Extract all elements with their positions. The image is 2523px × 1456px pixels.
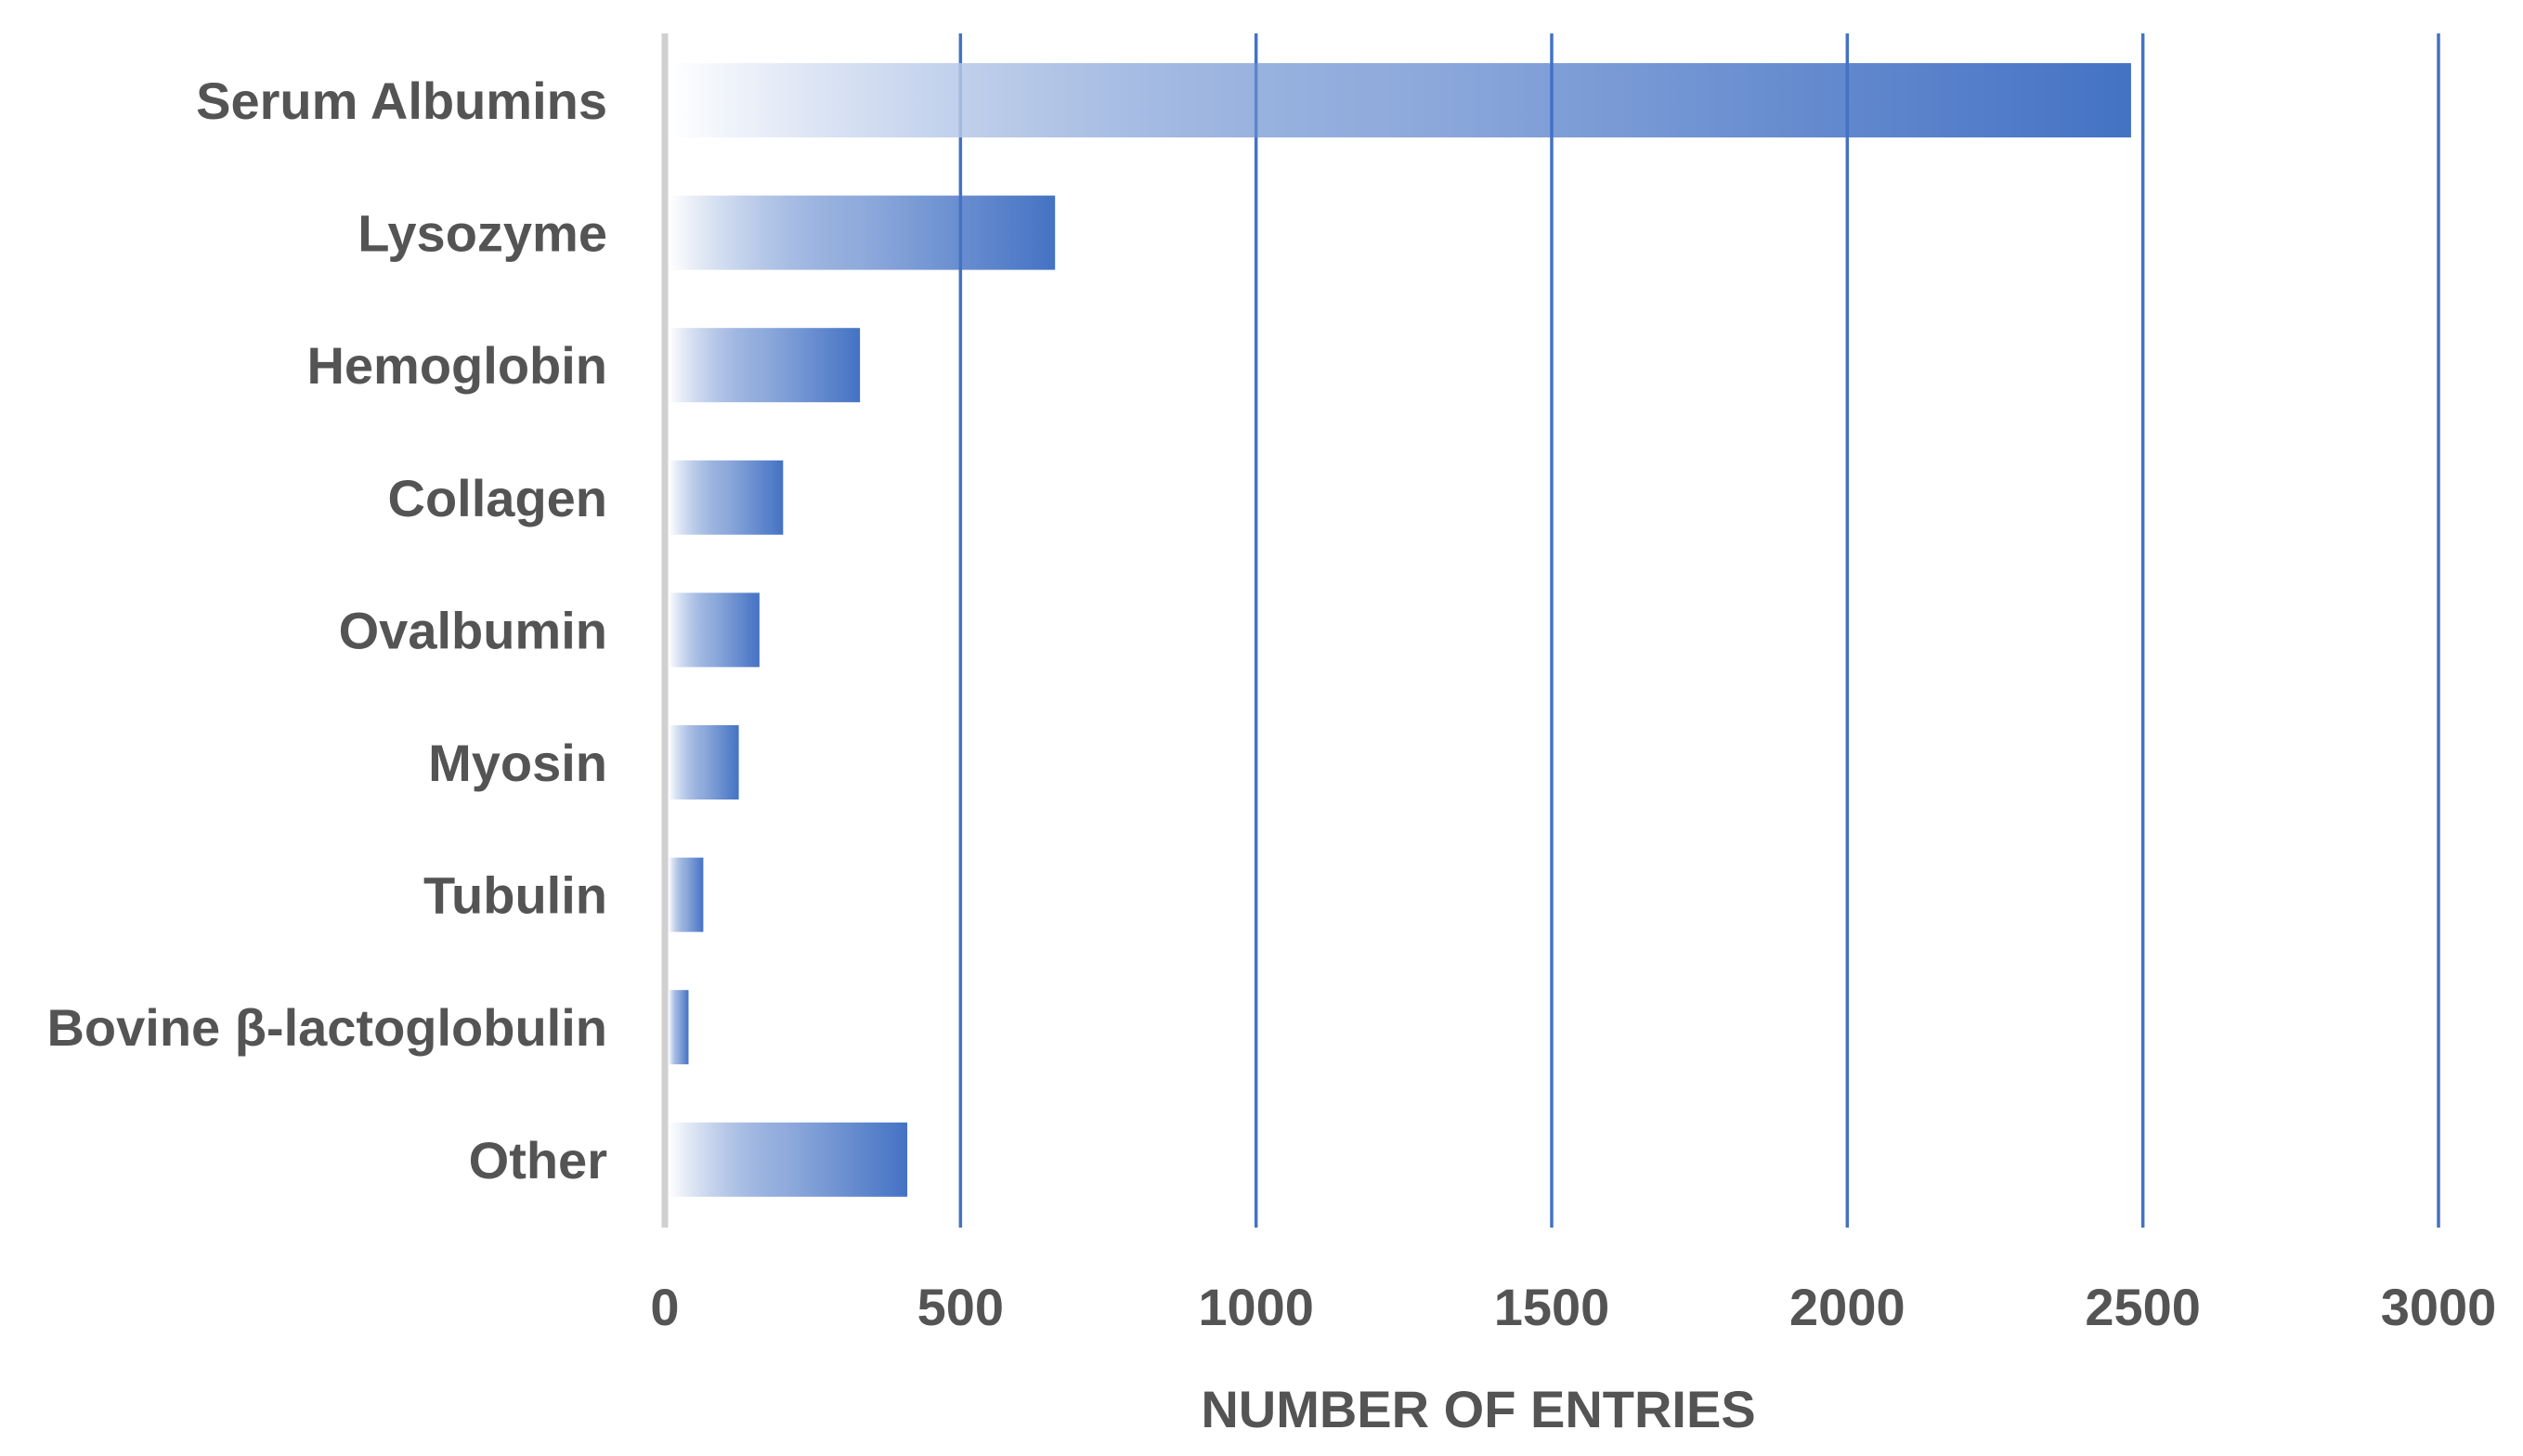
category-label-0: Serum Albumins [196, 72, 607, 130]
bar-0 [669, 63, 2131, 137]
x-tick-label-3000: 3000 [2381, 1278, 2497, 1336]
bar-6 [669, 857, 704, 932]
x-tick-label-0: 0 [650, 1278, 679, 1336]
x-tick-label-1000: 1000 [1198, 1278, 1314, 1336]
x-tick-label-500: 500 [917, 1278, 1004, 1336]
x-tick-labels: 0 500 1000 1500 2000 2500 3000 [650, 1278, 2496, 1336]
category-label-1: Lysozyme [358, 204, 607, 263]
x-tick-label-1500: 1500 [1494, 1278, 1610, 1336]
category-label-6: Tubulin [423, 866, 607, 925]
gridlines [958, 33, 2440, 1228]
category-label-5: Myosin [428, 734, 607, 792]
bar-7 [669, 990, 689, 1065]
category-label-3: Collagen [388, 469, 607, 527]
bar-5 [669, 725, 739, 800]
category-label-7: Bovine β-lactoglobulin [46, 998, 607, 1057]
bar-8 [669, 1122, 908, 1197]
bar-1 [669, 195, 1056, 270]
bars [669, 63, 2131, 1197]
bar-4 [669, 592, 760, 668]
category-label-2: Hemoglobin [306, 336, 607, 395]
category-labels: Serum Albumins Lysozyme Hemoglobin Collagen… [46, 72, 607, 1190]
x-tick-label-2000: 2000 [1789, 1278, 1905, 1336]
bar-3 [669, 460, 784, 535]
category-label-8: Other [469, 1131, 607, 1190]
category-label-4: Ovalbumin [339, 601, 607, 659]
bar-2 [669, 328, 861, 403]
x-axis-title: NUMBER OF ENTRIES [1201, 1380, 1755, 1438]
x-tick-label-2500: 2500 [2085, 1278, 2201, 1336]
